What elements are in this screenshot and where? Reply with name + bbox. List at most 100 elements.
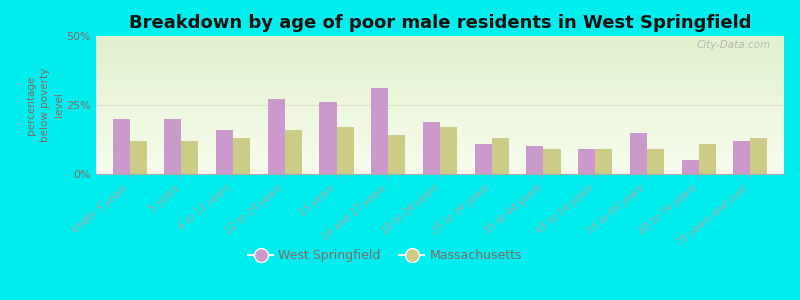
Y-axis label: percentage
below poverty
level: percentage below poverty level [26,68,64,142]
Bar [96,103,784,104]
Bar [750,138,767,174]
Bar [96,70,784,71]
Bar [96,148,784,149]
Bar [96,116,784,117]
Bar [96,131,784,132]
Bar [96,80,784,81]
Bar [96,119,784,120]
Bar [96,76,784,77]
Bar [96,94,784,95]
Bar [96,62,784,63]
Bar [96,52,784,53]
Bar [96,38,784,39]
Bar [96,107,784,108]
Bar [96,109,784,110]
Bar [698,144,716,174]
Bar [96,79,784,80]
Bar [96,147,784,148]
Bar [423,122,440,174]
Bar [96,166,784,167]
Bar [96,133,784,134]
Bar [96,118,784,119]
Bar [96,89,784,90]
Bar [96,69,784,70]
Bar [96,157,784,158]
Bar [96,56,784,57]
Bar [96,112,784,113]
Bar [96,50,784,51]
Bar [96,37,784,38]
Bar [96,63,784,64]
Bar [96,139,784,140]
Bar [285,130,302,174]
Bar [96,115,784,116]
Bar [96,110,784,111]
Bar [113,119,130,174]
Bar [96,97,784,98]
Bar [492,138,509,174]
Bar [130,141,146,174]
Bar [96,61,784,62]
Bar [96,84,784,85]
Bar [96,170,784,171]
Bar [96,67,784,68]
Bar [96,98,784,99]
Bar [96,124,784,125]
Bar [96,64,784,65]
Bar [96,82,784,83]
Bar [96,153,784,154]
Bar [96,71,784,72]
Bar [96,152,784,153]
Bar [96,154,784,155]
Bar [96,100,784,101]
Bar [526,146,543,174]
Bar [96,149,784,150]
Bar [96,40,784,41]
Bar [96,125,784,126]
Bar [96,137,784,138]
Bar [96,123,784,124]
Bar [630,133,647,174]
Bar [96,47,784,48]
Bar [96,150,784,151]
Bar [96,163,784,164]
Bar [96,75,784,76]
Bar [96,44,784,45]
Bar [96,55,784,56]
Bar [319,102,337,174]
Bar [734,141,750,174]
Bar [96,126,784,127]
Bar [96,105,784,106]
Bar [96,51,784,52]
Bar [96,45,784,46]
Bar [543,149,561,174]
Bar [96,141,784,142]
Bar [268,100,285,174]
Bar [96,144,784,145]
Bar [96,132,784,133]
Bar [96,73,784,74]
Bar [96,120,784,121]
Bar [96,43,784,44]
Bar [96,88,784,89]
Bar [182,141,198,174]
Text: City-Data.com: City-Data.com [696,40,770,50]
Bar [371,88,388,174]
Bar [96,111,784,112]
Bar [96,145,784,146]
Bar [96,140,784,141]
Bar [96,68,784,69]
Bar [96,165,784,166]
Bar [96,136,784,137]
Bar [96,128,784,129]
Bar [96,162,784,163]
Bar [96,49,784,50]
Bar [96,158,784,159]
Bar [96,173,784,174]
Bar [96,96,784,97]
Legend: West Springfield, Massachusetts: West Springfield, Massachusetts [243,244,526,267]
Bar [96,53,784,54]
Bar [474,144,492,174]
Bar [96,127,784,128]
Bar [96,106,784,107]
